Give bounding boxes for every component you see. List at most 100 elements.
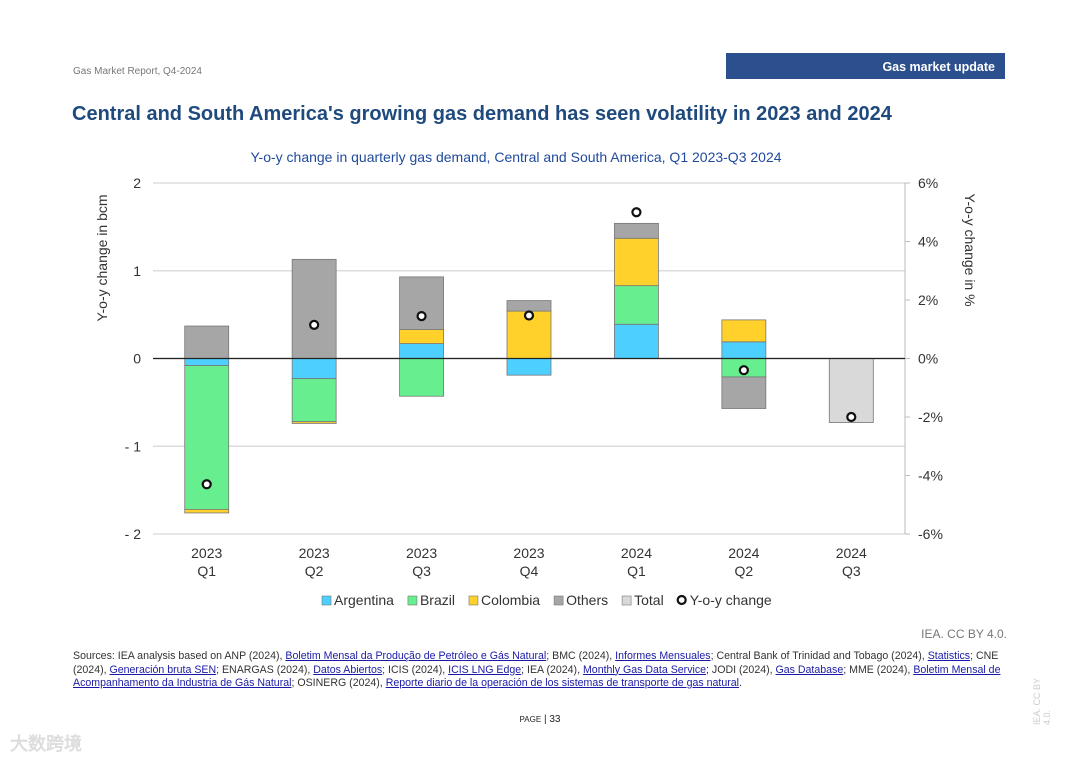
page-label: Page bbox=[519, 715, 542, 724]
y2-tick-label: 6% bbox=[918, 175, 938, 191]
x-tick-year: 2023 bbox=[406, 545, 437, 561]
legend-swatch bbox=[321, 595, 332, 606]
bar-colombia bbox=[721, 319, 767, 343]
legend-swatch bbox=[407, 595, 418, 606]
legend-label: Brazil bbox=[420, 592, 455, 608]
x-tick-quarter: Q1 bbox=[627, 563, 646, 579]
bar-colombia bbox=[291, 421, 337, 424]
source-link[interactable]: Informes Mensuales bbox=[615, 650, 711, 662]
bar-colombia bbox=[399, 329, 444, 344]
bar-colombia bbox=[184, 509, 230, 514]
y2-tick-label: -4% bbox=[918, 468, 943, 484]
watermark: 大数跨境 bbox=[10, 734, 82, 754]
source-link[interactable]: Boletim Mensal da Produção de Petróleo e… bbox=[285, 650, 547, 662]
x-tick-year: 2024 bbox=[621, 545, 652, 561]
x-tick-quarter: Q3 bbox=[842, 563, 861, 579]
bar-brazil bbox=[291, 378, 337, 423]
y-tick-label: 0 bbox=[133, 351, 141, 367]
credit: IEA. CC BY 4.0. bbox=[921, 627, 1007, 641]
bar-argentina bbox=[399, 343, 444, 359]
legend-label: Y-o-y change bbox=[690, 592, 772, 608]
legend-marker bbox=[676, 594, 687, 606]
source-link[interactable]: Statistics bbox=[927, 650, 971, 662]
page-num: 33 bbox=[549, 714, 561, 725]
legend-swatch bbox=[621, 595, 632, 606]
yoy-marker bbox=[201, 479, 212, 490]
bar-total bbox=[828, 358, 874, 423]
source-text: ; ENARGAS (2024), bbox=[216, 663, 314, 676]
y2-tick-label: 4% bbox=[918, 234, 938, 250]
chart: Y-o-y change in quarterly gas demand, Ce… bbox=[94, 149, 978, 608]
bar-others bbox=[184, 325, 230, 359]
source-link[interactable]: ICIS LNG Edge bbox=[448, 663, 522, 676]
section-tag: Gas market update bbox=[726, 53, 1005, 79]
x-tick-year: 2024 bbox=[728, 545, 759, 561]
y2-tick-label: 2% bbox=[918, 292, 938, 308]
bar-brazil bbox=[614, 285, 659, 325]
y2-axis-label: Y-o-y change in % bbox=[962, 193, 978, 306]
x-tick-year: 2023 bbox=[299, 545, 330, 561]
bar-argentina bbox=[291, 358, 337, 380]
source-link[interactable]: Generación bruta SEN bbox=[109, 663, 217, 676]
y2-tick-label: -6% bbox=[918, 526, 943, 542]
y-tick-label: - 1 bbox=[125, 438, 142, 454]
bar-argentina bbox=[614, 323, 659, 359]
bar-argentina bbox=[506, 358, 552, 376]
x-tick-year: 2023 bbox=[191, 545, 222, 561]
bar-others bbox=[399, 276, 444, 330]
source-link[interactable]: Monthly Gas Data Service; bbox=[582, 663, 709, 676]
source-text: . bbox=[739, 677, 742, 689]
source-text: Sources: IEA analysis based on ANP (2024… bbox=[73, 650, 286, 662]
bar-brazil bbox=[399, 358, 444, 397]
source-text: ; OSINERG (2024), bbox=[291, 677, 386, 689]
report-name: Gas Market Report, Q4-2024 bbox=[73, 66, 202, 77]
legend-label: Argentina bbox=[334, 592, 394, 608]
y-tick-label: - 2 bbox=[125, 526, 142, 542]
source-link[interactable]: Gas Database bbox=[775, 663, 844, 676]
source-text: ; IEA (2024), bbox=[521, 663, 583, 676]
x-tick-quarter: Q4 bbox=[520, 563, 539, 579]
bar-others bbox=[506, 300, 552, 312]
source-text: ; Central Bank of Trinidad and Tobago (2… bbox=[710, 650, 928, 662]
yoy-marker bbox=[846, 411, 857, 423]
source-text: ; BMC (2024), bbox=[546, 650, 616, 662]
y2-tick-label: 0% bbox=[918, 351, 938, 367]
legend-label: Total bbox=[634, 592, 664, 608]
legend-swatch bbox=[468, 595, 479, 606]
legend-swatch bbox=[553, 595, 564, 606]
y-tick-label: 2 bbox=[133, 175, 141, 191]
yoy-marker bbox=[309, 319, 320, 330]
x-tick-year: 2023 bbox=[513, 545, 544, 561]
bar-others bbox=[614, 222, 659, 239]
legend-label: Colombia bbox=[481, 592, 540, 608]
source-link[interactable]: Reporte diario de la operación de los si… bbox=[385, 677, 740, 689]
yoy-marker bbox=[523, 310, 535, 321]
bar-argentina bbox=[184, 358, 230, 366]
x-tick-quarter: Q3 bbox=[412, 563, 431, 579]
x-tick-year: 2024 bbox=[836, 545, 867, 561]
page-title: Central and South America's growing gas … bbox=[72, 103, 892, 125]
sources-note: Sources: IEA analysis based on ANP (2024… bbox=[73, 650, 1013, 691]
y2-tick-label: -2% bbox=[918, 409, 943, 425]
source-text: ; MME (2024), bbox=[843, 663, 914, 676]
side-credit: IEA. CC BY 4.0. bbox=[1032, 678, 1052, 725]
source-text: JODI (2024), bbox=[708, 663, 776, 676]
x-tick-quarter: Q2 bbox=[305, 563, 324, 579]
bar-others bbox=[721, 376, 767, 409]
yoy-marker bbox=[738, 365, 749, 376]
x-tick-quarter: Q1 bbox=[197, 563, 216, 579]
source-text: ; CNE (2024), bbox=[73, 650, 999, 676]
source-text: ; ICIS (2024), bbox=[382, 663, 449, 676]
x-tick-quarter: Q2 bbox=[735, 563, 754, 579]
y-axis-label: Y-o-y change in bcm bbox=[94, 194, 110, 321]
bar-argentina bbox=[721, 341, 767, 359]
bar-colombia bbox=[614, 237, 659, 287]
yoy-marker bbox=[631, 207, 642, 218]
source-link[interactable]: Boletim Mensal de Acompanhamento da Indu… bbox=[73, 663, 1001, 690]
yoy-marker bbox=[416, 310, 427, 322]
source-link[interactable]: Datos Abiertos bbox=[313, 663, 383, 676]
y-tick-label: 1 bbox=[133, 263, 141, 279]
page-number: Page | 33 bbox=[519, 714, 561, 725]
bar-others bbox=[291, 258, 337, 359]
legend-label: Others bbox=[566, 592, 608, 608]
